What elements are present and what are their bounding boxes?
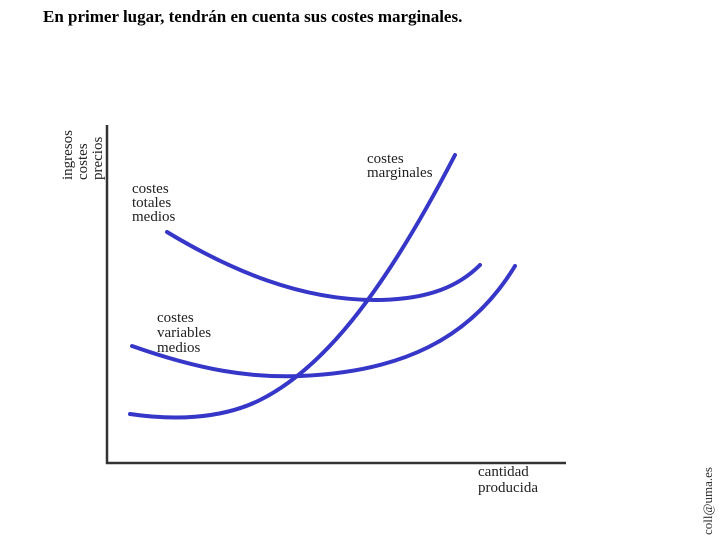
- curve-label-line: costes: [132, 181, 169, 197]
- y-axis-label-line: costes: [75, 143, 91, 180]
- x-axis-label-line: producida: [478, 480, 538, 496]
- marginal-cost-curve: [128, 153, 457, 420]
- average-variable-cost-curve: [130, 264, 517, 379]
- curve-label-line: costes: [367, 151, 404, 167]
- x-axis-label-line: cantidad: [478, 464, 529, 480]
- title: En primer lugar, tendrán en cuenta sus c…: [43, 7, 462, 26]
- average-total-cost-curve: [165, 230, 482, 303]
- curve-label-line: variables: [157, 325, 211, 341]
- curve-label-line: medios: [157, 340, 200, 356]
- curve-label-line: marginales: [367, 165, 433, 181]
- curve-label-line: totales: [132, 195, 171, 211]
- curve-label-line: medios: [132, 209, 175, 225]
- y-axis-label-line: ingresos: [60, 130, 76, 180]
- curve-label-line: costes: [157, 310, 194, 326]
- y-axis-label: ingresos costes precios: [60, 130, 106, 180]
- credit: coll@uma.es: [700, 467, 715, 535]
- y-axis-label-line: precios: [90, 137, 106, 180]
